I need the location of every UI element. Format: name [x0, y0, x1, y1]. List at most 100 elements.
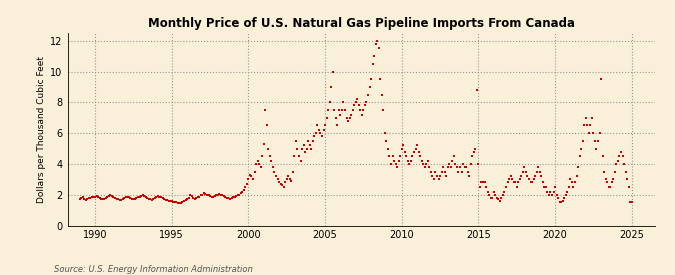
Point	[273, 180, 284, 185]
Point	[281, 177, 292, 182]
Point	[151, 195, 162, 199]
Point	[619, 162, 630, 166]
Point	[263, 146, 274, 151]
Point	[559, 196, 570, 200]
Point	[541, 185, 551, 189]
Point	[214, 192, 225, 196]
Point	[321, 116, 332, 120]
Point	[338, 100, 349, 104]
Point	[556, 200, 566, 205]
Point	[183, 196, 194, 200]
Point	[369, 54, 379, 58]
Point	[99, 197, 110, 201]
Point	[163, 198, 174, 203]
Point	[606, 180, 617, 185]
Point	[390, 162, 401, 166]
Point	[593, 139, 603, 143]
Point	[205, 194, 215, 199]
Point	[300, 149, 310, 154]
Point	[116, 197, 127, 202]
Point	[244, 172, 255, 177]
Point	[562, 189, 573, 194]
Point	[198, 191, 209, 195]
Point	[491, 196, 502, 200]
Point	[605, 185, 616, 189]
Point	[558, 199, 568, 203]
Point	[522, 174, 533, 178]
Point	[371, 42, 381, 46]
Point	[535, 169, 545, 174]
Point	[587, 116, 597, 120]
Point	[485, 196, 496, 200]
Point	[600, 177, 611, 182]
Point	[173, 200, 184, 205]
Point	[441, 174, 452, 178]
Point	[536, 174, 547, 178]
Point	[259, 142, 269, 146]
Point	[350, 100, 361, 104]
Point	[372, 39, 383, 43]
Point	[203, 193, 214, 198]
Point	[289, 154, 300, 158]
Point	[585, 123, 596, 128]
Point	[542, 189, 553, 194]
Point	[577, 139, 588, 143]
Point	[168, 199, 179, 204]
Point	[478, 180, 489, 185]
Point	[594, 131, 605, 135]
Point	[530, 174, 541, 178]
Point	[518, 169, 529, 174]
Point	[220, 195, 231, 199]
Point	[571, 174, 582, 178]
Point	[153, 194, 163, 199]
Point	[510, 180, 520, 185]
Point	[468, 149, 479, 154]
Point	[570, 180, 580, 185]
Point	[389, 159, 400, 163]
Point	[194, 194, 205, 199]
Point	[377, 92, 387, 97]
Point	[196, 193, 207, 198]
Point	[442, 165, 453, 169]
Point	[280, 180, 291, 185]
Point	[190, 196, 200, 201]
Point	[96, 196, 107, 201]
Point	[91, 194, 102, 199]
Point	[107, 194, 117, 199]
Point	[74, 196, 85, 201]
Point	[177, 200, 188, 204]
Point	[364, 85, 375, 89]
Point	[400, 149, 410, 154]
Point	[560, 192, 571, 197]
Point	[130, 197, 140, 201]
Point	[174, 201, 185, 205]
Point	[396, 146, 407, 151]
Point	[547, 192, 558, 197]
Point	[623, 185, 634, 189]
Point	[111, 196, 122, 201]
Point	[414, 154, 425, 158]
Point	[271, 174, 281, 178]
Point	[283, 174, 294, 178]
Point	[499, 189, 510, 194]
Point	[90, 194, 101, 199]
Point	[124, 195, 134, 199]
Point	[230, 194, 240, 199]
Point	[85, 196, 96, 200]
Point	[476, 180, 487, 185]
Point	[238, 188, 249, 192]
Point	[622, 177, 632, 182]
Point	[366, 77, 377, 81]
Point	[260, 108, 271, 112]
Point	[208, 195, 219, 199]
Point	[248, 177, 259, 182]
Point	[504, 177, 514, 182]
Point	[159, 197, 169, 201]
Point	[566, 180, 577, 185]
Point	[487, 196, 497, 200]
Point	[145, 197, 156, 202]
Point	[344, 116, 355, 120]
Point	[95, 196, 105, 200]
Point	[467, 154, 478, 158]
Point	[140, 195, 151, 199]
